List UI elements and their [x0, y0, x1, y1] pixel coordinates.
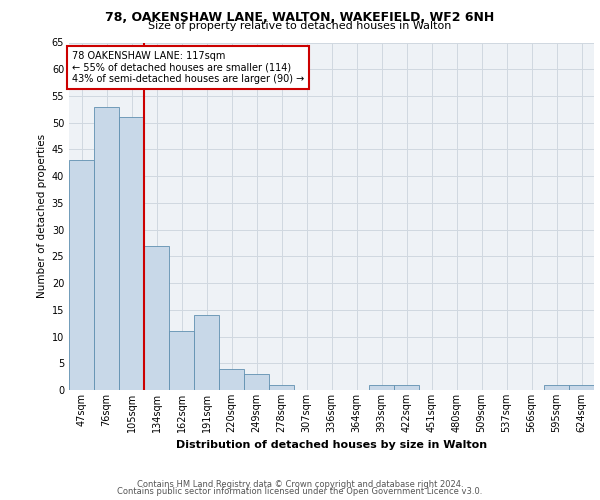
Bar [94, 106, 119, 390]
Text: 78, OAKENSHAW LANE, WALTON, WAKEFIELD, WF2 6NH: 78, OAKENSHAW LANE, WALTON, WAKEFIELD, W… [106, 11, 494, 24]
Bar [69, 160, 94, 390]
Bar [219, 368, 244, 390]
Bar [569, 384, 594, 390]
Text: 78 OAKENSHAW LANE: 117sqm
← 55% of detached houses are smaller (114)
43% of semi: 78 OAKENSHAW LANE: 117sqm ← 55% of detac… [71, 51, 304, 84]
Bar [244, 374, 269, 390]
Bar [119, 118, 144, 390]
Bar [169, 331, 194, 390]
Bar [144, 246, 169, 390]
X-axis label: Distribution of detached houses by size in Walton: Distribution of detached houses by size … [176, 440, 487, 450]
Text: Contains HM Land Registry data © Crown copyright and database right 2024.: Contains HM Land Registry data © Crown c… [137, 480, 463, 489]
Y-axis label: Number of detached properties: Number of detached properties [37, 134, 47, 298]
Bar [194, 315, 219, 390]
Text: Contains public sector information licensed under the Open Government Licence v3: Contains public sector information licen… [118, 487, 482, 496]
Bar [269, 384, 294, 390]
Bar [544, 384, 569, 390]
Bar [369, 384, 394, 390]
Bar [394, 384, 419, 390]
Text: Size of property relative to detached houses in Walton: Size of property relative to detached ho… [148, 21, 452, 31]
